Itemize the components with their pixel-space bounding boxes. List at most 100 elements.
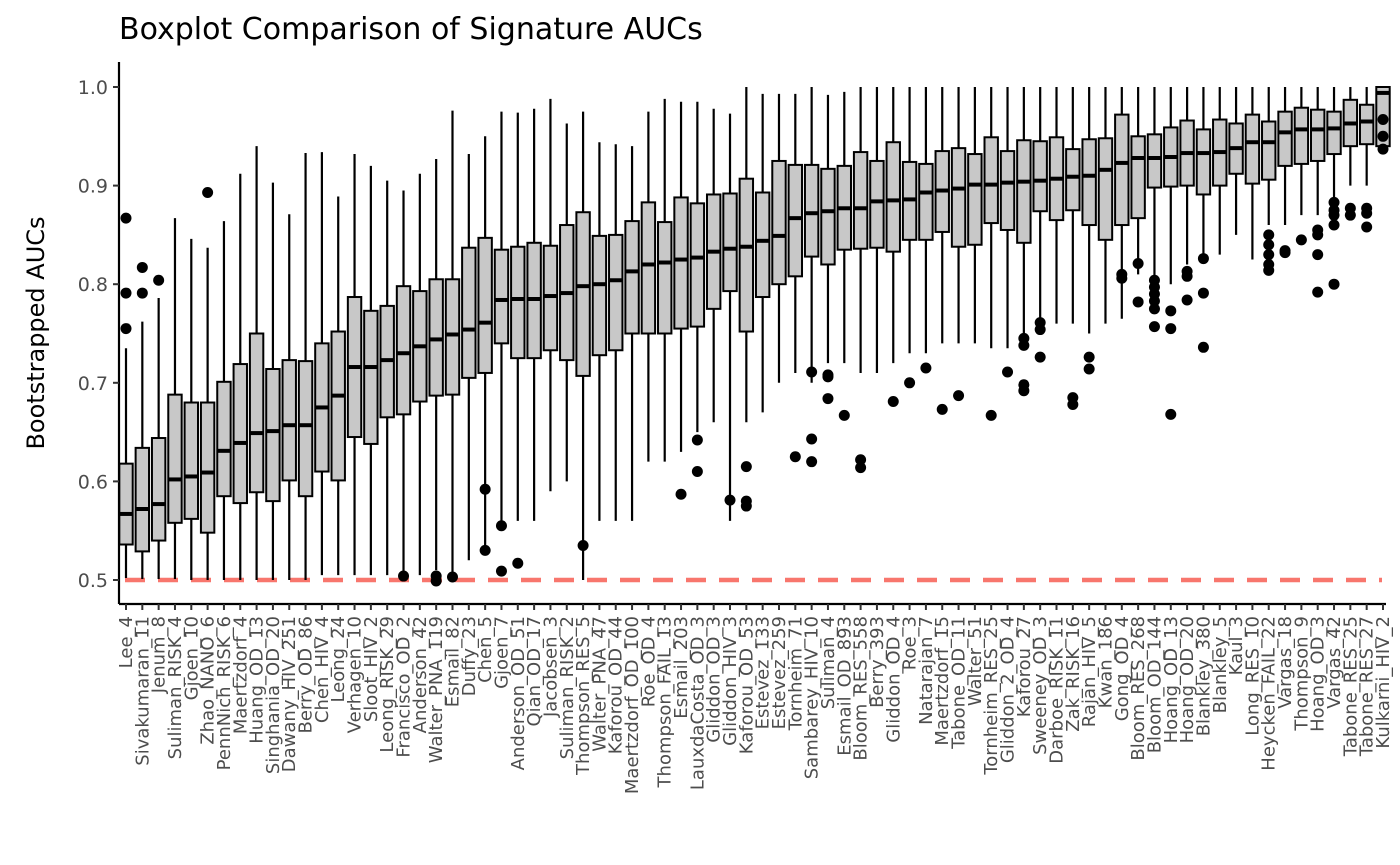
box: [265, 367, 281, 503]
outlier-point: [740, 461, 752, 473]
x-tick-label: Sweeney_OD_3: [1030, 616, 1051, 755]
box-group: [591, 142, 608, 521]
outlier-point: [1361, 207, 1373, 219]
outlier-point: [1148, 321, 1160, 333]
box: [918, 162, 934, 241]
x-tick-label: Jenum_8: [149, 616, 170, 694]
x-tick-label: Vargas_42: [1324, 616, 1345, 709]
outlier-point: [1197, 341, 1209, 353]
box-group: [395, 190, 412, 582]
x-tick-label: Kwan_186: [1095, 616, 1116, 708]
box-group: [1130, 87, 1146, 308]
x-tick-label: Suliman_RISK_2: [557, 616, 578, 759]
x-tick-label: Hoang_OD_3: [1308, 616, 1329, 732]
box: [1081, 138, 1097, 227]
box-group: [624, 146, 640, 521]
outlier-point: [822, 393, 834, 405]
x-tick-label: Tornheim_RES_25: [981, 616, 1002, 776]
box-group: [314, 152, 330, 576]
box-group: [657, 98, 673, 462]
box-group: [722, 113, 738, 521]
box-group: [330, 196, 346, 576]
outlier-point: [512, 557, 524, 569]
x-tick-label: Esmail_203: [671, 616, 692, 719]
box-group: [950, 87, 967, 402]
x-tick-label: Chen_HIV_4: [312, 616, 333, 723]
x-tick-label: Estevez_259: [769, 616, 790, 729]
box-group: [1032, 87, 1048, 363]
box: [1195, 128, 1212, 196]
box-group: [118, 212, 134, 579]
outlier-point: [202, 187, 214, 199]
box: [150, 437, 167, 542]
box-group: [477, 136, 493, 556]
box-group: [1293, 87, 1310, 246]
box: [1065, 148, 1081, 212]
box-group: [1081, 87, 1097, 375]
outlier-point: [1165, 408, 1177, 420]
box: [1277, 110, 1293, 167]
x-tick-label: Suliman_4: [818, 616, 839, 709]
box: [608, 233, 624, 352]
x-tick-label: Natarajan_7: [916, 616, 937, 725]
box-group: [1163, 87, 1179, 420]
box-group: [869, 87, 885, 373]
x-tick-label: Gliddon_OD_3: [704, 616, 725, 743]
box: [967, 153, 983, 246]
box: [999, 150, 1016, 231]
box-group: [199, 187, 216, 580]
outlier-point: [904, 377, 916, 389]
x-tick-label: Maertzdorf_15: [932, 616, 953, 746]
box: [575, 211, 591, 377]
box: [1097, 137, 1114, 241]
outlier-point: [724, 494, 736, 506]
x-tick-label: Gong_OD_4: [1112, 616, 1133, 721]
outlier-point: [1165, 305, 1177, 317]
x-tick-label: Jacobsen_3: [540, 616, 561, 718]
outlier-point: [1328, 196, 1340, 208]
box-group: [705, 108, 722, 423]
x-tick-label: Heycken_FAIL_22: [1259, 616, 1280, 771]
x-tick-label: Chen_5: [475, 616, 496, 683]
outlier-point: [479, 544, 491, 556]
box: [1261, 120, 1277, 181]
box-group: [689, 101, 706, 478]
x-tick-label: Sambarey_HIV_10: [802, 616, 823, 779]
box-group: [134, 261, 151, 580]
box-group: [999, 87, 1016, 378]
box: [395, 285, 412, 416]
box-group: [183, 238, 199, 580]
box-group: [1310, 87, 1326, 298]
y-tick-label: 0.7: [78, 373, 108, 395]
box-group: [934, 87, 950, 415]
outlier-point: [1034, 324, 1046, 336]
box: [1032, 140, 1048, 213]
outlier-point: [136, 261, 148, 273]
outlier-point: [120, 323, 132, 335]
outlier-point: [691, 434, 703, 446]
outlier-point: [1263, 264, 1275, 276]
outlier-point: [1181, 270, 1193, 282]
box: [444, 278, 461, 396]
outlier-point: [1328, 278, 1340, 290]
box: [510, 245, 526, 360]
outlier-point: [822, 371, 834, 383]
chart-title: Boxplot Comparison of Signature AUCs: [119, 12, 703, 47]
x-tick-label: Gliddon_OD_4: [883, 616, 904, 743]
box-group: [1212, 87, 1228, 255]
box-group: [444, 110, 461, 583]
outlier-point: [789, 451, 801, 463]
outlier-point: [855, 462, 867, 474]
y-axis-label: Bootstrapped AUCs: [22, 216, 50, 449]
box: [183, 401, 199, 520]
outlier-point: [855, 454, 867, 466]
box: [591, 234, 608, 357]
y-tick-label: 0.8: [78, 274, 108, 296]
box-group: [673, 101, 689, 500]
box-group: [526, 108, 542, 521]
x-tick-label: Dawany_HIV_251: [279, 616, 300, 772]
outlier-point: [153, 274, 165, 286]
box: [624, 220, 640, 335]
box-group: [510, 112, 526, 569]
